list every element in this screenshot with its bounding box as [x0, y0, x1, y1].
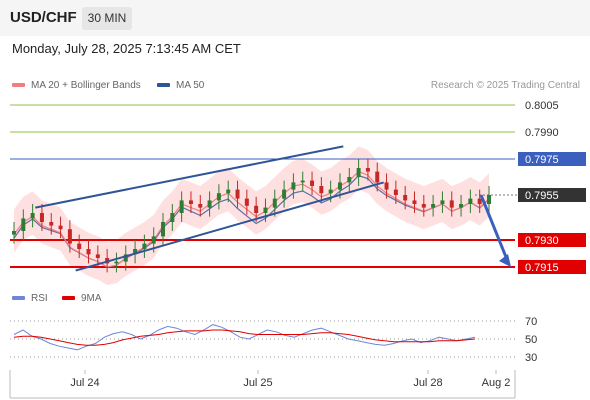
channel-line-lower	[75, 181, 384, 272]
candle-body	[282, 189, 287, 199]
candle-body	[449, 200, 454, 208]
candle-body	[77, 243, 82, 249]
candle-body	[123, 254, 128, 262]
candle-body	[188, 200, 193, 204]
candle-body	[95, 254, 100, 258]
forecast-arrow-head	[499, 254, 511, 267]
candle-body	[86, 249, 91, 255]
level-label-0.7915: 0.7915	[525, 262, 559, 274]
candle-body	[67, 229, 72, 244]
candle-body	[49, 222, 54, 226]
candle-body	[347, 177, 352, 183]
candle-body	[337, 182, 342, 190]
level-label-0.7930: 0.7930	[525, 235, 559, 247]
legend-ma-bollinger: MA 20 + Bollinger Bands	[12, 80, 141, 91]
level-label-0.7990: 0.7990	[525, 127, 559, 139]
rsi-ma9-line	[13, 329, 476, 346]
rsi-line	[13, 324, 476, 351]
candle-body	[226, 189, 231, 194]
candle-body	[142, 243, 147, 249]
level-tag-0.7975	[518, 152, 586, 166]
legend-ma-label: MA 20 + Bollinger Bands	[31, 80, 141, 91]
candle-body	[300, 180, 305, 183]
candle-body	[263, 207, 268, 213]
candle-body	[319, 186, 324, 194]
currency-pair-title: USD/CHF	[10, 9, 77, 26]
candle-body	[151, 236, 156, 244]
x-tick-label: Jul 28	[413, 377, 442, 389]
candle-body	[403, 195, 408, 201]
candle-body	[235, 189, 240, 199]
candle-body	[21, 218, 26, 231]
candle-body	[431, 204, 436, 208]
legend-ma50: MA 50	[157, 80, 204, 91]
level-label-0.8005: 0.8005	[525, 100, 559, 112]
credit-text: Research © 2025 Trading Central	[430, 80, 580, 91]
candle-body	[421, 204, 426, 208]
ma20-swatch	[12, 83, 25, 88]
legend-ma50-label: MA 50	[176, 80, 205, 91]
candle-body	[440, 200, 445, 204]
candle-body	[365, 168, 370, 172]
rsi-tick-30: 30	[525, 352, 537, 364]
candle-body	[356, 168, 361, 177]
bollinger-band	[14, 146, 489, 285]
level-tag-0.7930	[518, 233, 586, 247]
candle-body	[216, 193, 221, 201]
timeframe-button[interactable]: 30 MIN	[82, 7, 132, 30]
legend-9ma: 9MA	[62, 293, 102, 304]
candle-body	[412, 200, 417, 204]
candle-body	[375, 171, 380, 183]
legend-rsi-label: RSI	[31, 293, 48, 304]
candle-body	[170, 213, 175, 222]
candle-body	[393, 189, 398, 195]
candle-body	[39, 213, 44, 222]
candle-body	[244, 198, 249, 206]
level-label-0.7975: 0.7975	[525, 154, 559, 166]
candle-body	[161, 222, 166, 237]
ma9-swatch	[62, 296, 75, 301]
legend-9ma-label: 9MA	[81, 293, 102, 304]
x-tick-label: Aug 2	[482, 377, 511, 389]
timestamp: Monday, July 28, 2025 7:13:45 AM CET	[12, 41, 241, 56]
channel-line-upper	[35, 145, 344, 209]
level-label-0.7955: 0.7955	[525, 190, 559, 202]
candle-body	[30, 213, 35, 219]
rsi-tick-50: 50	[525, 334, 537, 346]
candle-body	[254, 205, 259, 213]
candle-body	[133, 249, 138, 255]
candle-body	[58, 225, 63, 230]
candle-body	[114, 261, 119, 264]
candle-body	[328, 189, 333, 194]
forecast-arrow-shaft	[479, 194, 510, 263]
candle-body	[487, 195, 491, 204]
candle-body	[291, 182, 296, 190]
level-tag-0.7915	[518, 260, 586, 274]
rsi-swatch	[12, 296, 25, 301]
legend-rsi: RSI	[12, 293, 48, 304]
level-tag-0.7955	[518, 188, 586, 202]
top-bar: USD/CHF 30 MIN	[0, 0, 590, 36]
candle-body	[384, 182, 389, 190]
candle-body	[179, 200, 184, 213]
candle-body	[207, 200, 212, 208]
x-tick-label: Jul 24	[70, 377, 99, 389]
candle-body	[310, 180, 315, 186]
candle-body	[12, 231, 16, 235]
candle-body	[198, 204, 203, 208]
candle-body	[272, 198, 277, 208]
candle-body	[468, 198, 473, 204]
candle-body	[477, 198, 482, 204]
ma20-line	[13, 170, 490, 268]
candle-body	[459, 204, 464, 208]
rsi-tick-70: 70	[525, 316, 537, 328]
ma50-swatch	[157, 83, 170, 88]
x-tick-label: Jul 25	[243, 377, 272, 389]
